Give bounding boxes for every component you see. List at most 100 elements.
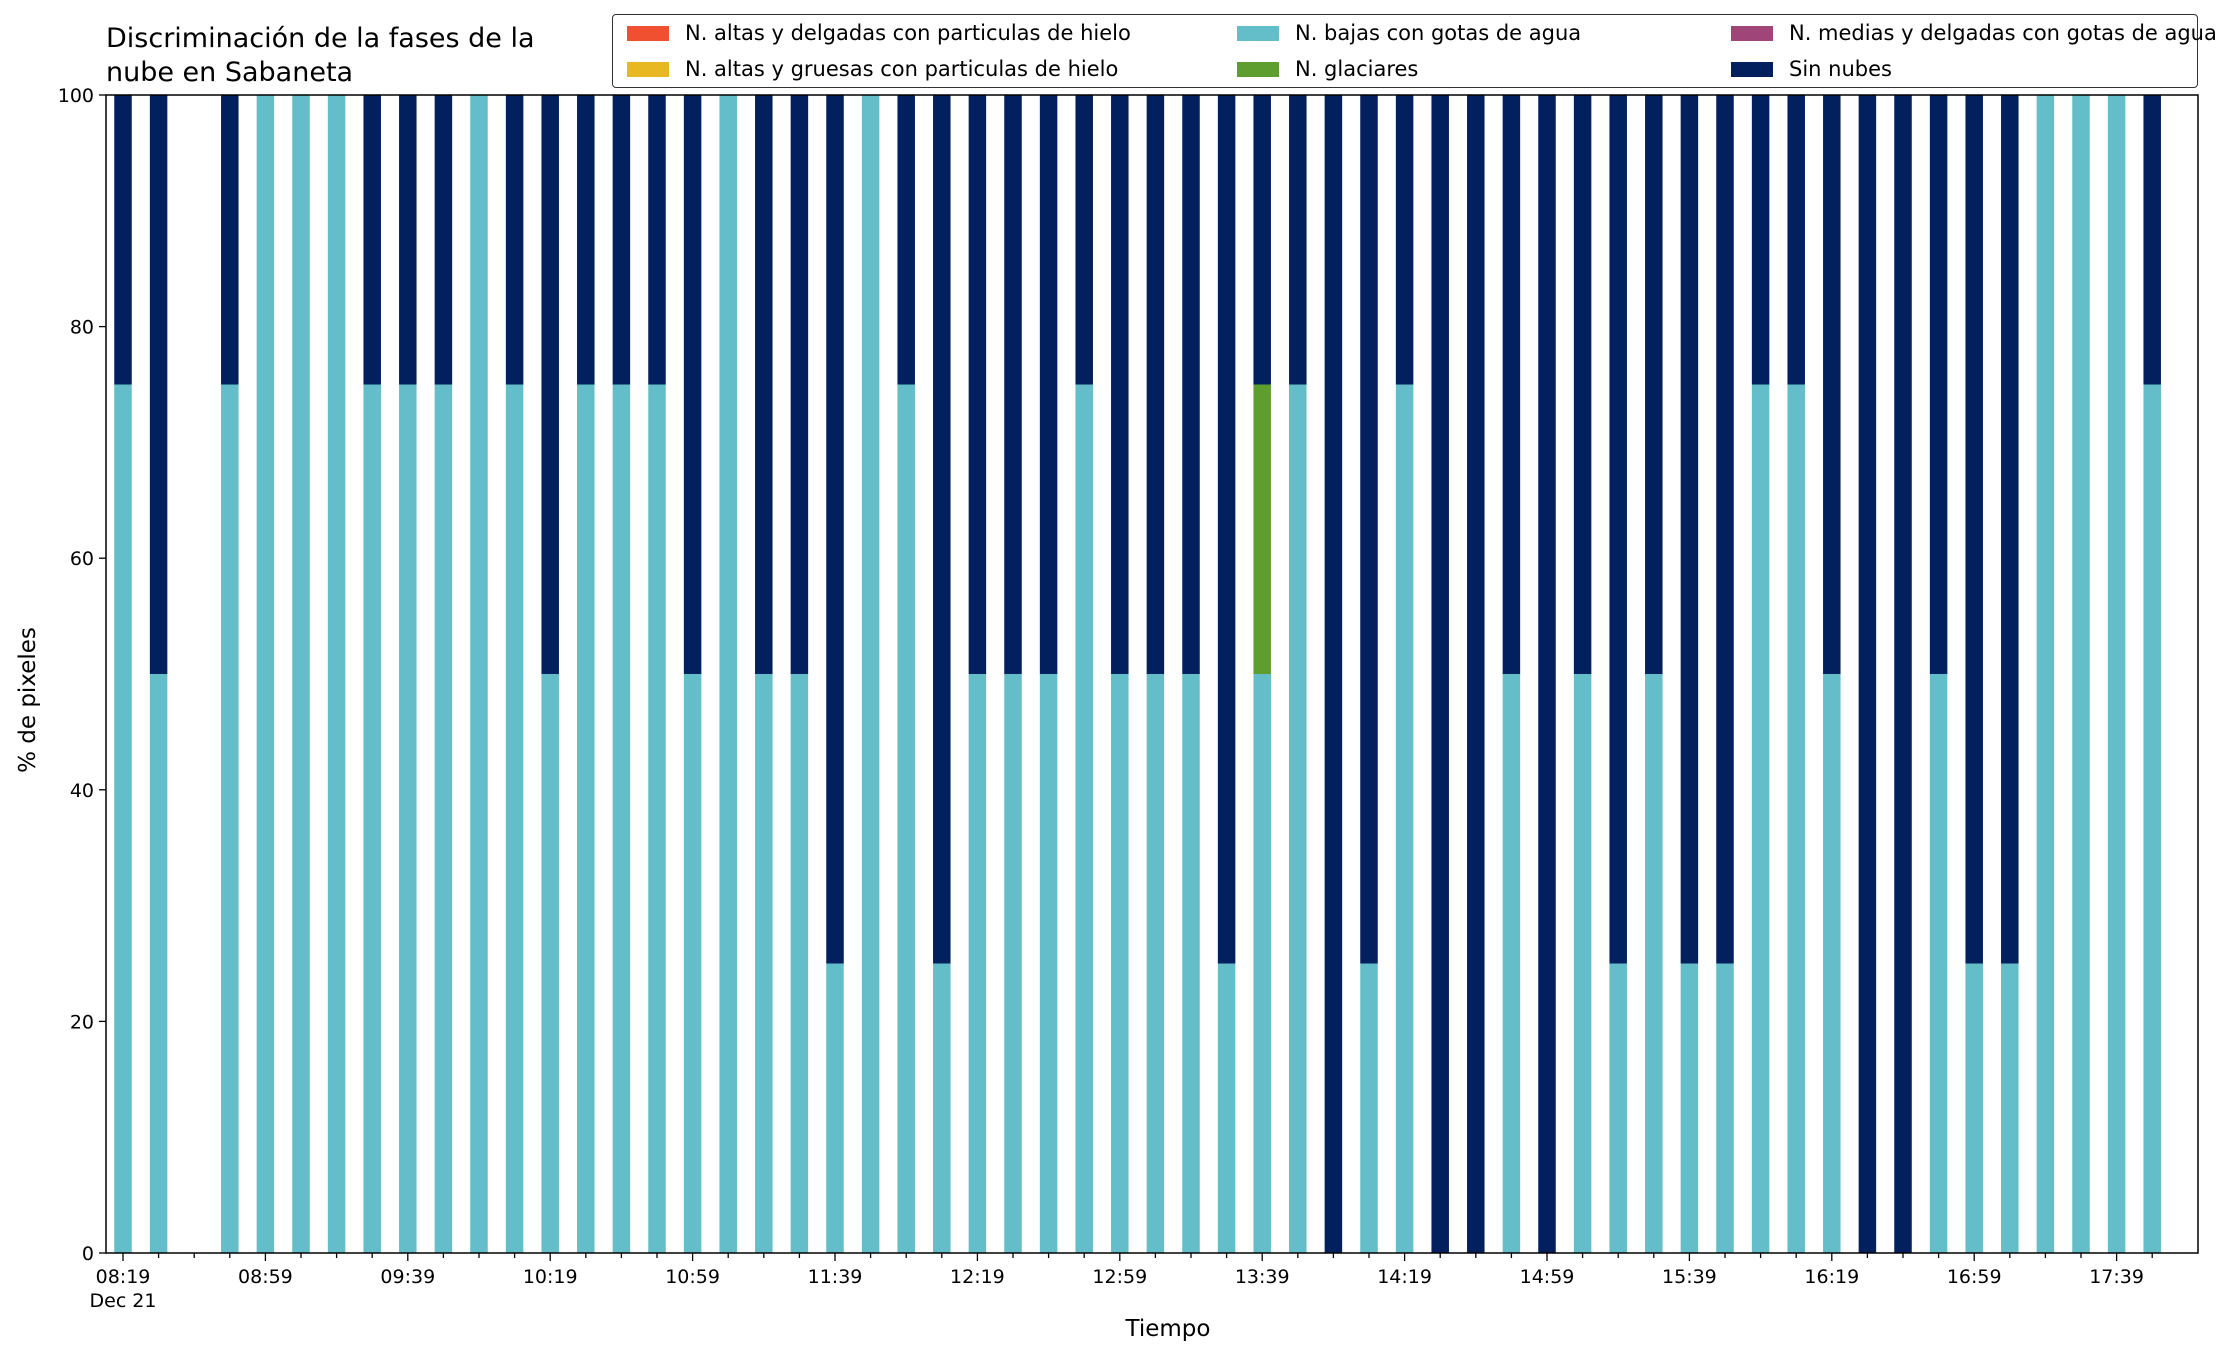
bar-segment: [434, 95, 453, 385]
legend-item-altas-delgadas: N. altas y delgadas con particulas de hi…: [627, 21, 1131, 45]
bar-segment: [1787, 384, 1805, 1253]
bar-segment: [1182, 95, 1200, 674]
bar-segment: [968, 95, 987, 674]
bar-segment: [434, 384, 453, 1253]
chart-title-line-2: nube en Sabaneta: [106, 57, 354, 88]
bar-segment: [1360, 963, 1378, 1253]
bar-segment: [1751, 384, 1770, 1253]
bar-segment: [1217, 95, 1236, 964]
x-tick-label: 17:39: [2089, 1266, 2144, 1288]
legend-item-medias-delgadas: N. medias y delgadas con gotas de agua: [1731, 21, 2216, 45]
chart-title: Discriminación de la fases de la nube en…: [106, 22, 535, 90]
bar-segment: [2143, 95, 2161, 385]
x-tick-sublabel: Dec 21: [90, 1290, 157, 1312]
bar-segment: [1929, 95, 1948, 674]
bar-segment: [1431, 95, 1449, 1253]
bar-segment: [755, 95, 773, 674]
plot-frame: [105, 94, 2199, 1254]
bar-segment: [755, 674, 773, 1253]
bar-segment: [1146, 95, 1165, 674]
bar-segment: [968, 674, 987, 1253]
legend-swatch: [1237, 61, 1279, 77]
bar-segment: [1111, 674, 1129, 1253]
bar-segment: [1502, 674, 1521, 1253]
bar-segment: [577, 95, 595, 385]
y-axis-label: % de pixeles: [15, 627, 41, 773]
y-tick-label: 40: [70, 780, 94, 802]
bar-segment: [2001, 963, 2019, 1253]
bar-segment: [719, 95, 737, 1253]
bar-segment: [541, 95, 559, 674]
bar-segment: [363, 384, 381, 1253]
x-tick-label: 11:39: [808, 1266, 863, 1288]
bar-segment: [648, 384, 666, 1253]
bar-segment: [1360, 95, 1378, 964]
bar-segment: [114, 384, 132, 1253]
bar-segment: [1609, 95, 1627, 964]
bar-segment: [1075, 384, 1093, 1253]
bar-segment: [1680, 963, 1699, 1253]
bar-segment: [505, 384, 524, 1253]
bar-segment: [1645, 674, 1663, 1253]
bar-segment: [1538, 95, 1556, 1253]
bar-segment: [790, 674, 809, 1253]
bar-segment: [470, 95, 488, 1253]
bar-segment: [399, 384, 417, 1253]
x-tick-label: 10:59: [665, 1266, 720, 1288]
bar-segment: [1253, 384, 1271, 674]
bar-segment: [826, 95, 844, 964]
x-tick-label: 09:39: [380, 1266, 435, 1288]
bar-segment: [933, 95, 951, 964]
bar-segment: [1716, 963, 1734, 1253]
bar-segment: [327, 95, 346, 1253]
bar-segment: [1182, 674, 1200, 1253]
x-tick-label: 16:19: [1804, 1266, 1859, 1288]
bar-segment: [1965, 95, 1983, 964]
bar-segment: [399, 95, 417, 385]
legend-swatch: [1731, 25, 1773, 41]
bar-segment: [1716, 95, 1734, 964]
bar-segment: [1289, 95, 1307, 385]
x-tick-label: 08:59: [238, 1266, 293, 1288]
x-tick-label: 12:59: [1092, 1266, 1147, 1288]
bar-segment: [1289, 384, 1307, 1253]
bar-segment: [2143, 384, 2161, 1253]
chart-title-line-1: Discriminación de la fases de la: [106, 23, 535, 54]
legend-swatch: [627, 61, 669, 77]
x-tick-label: 15:39: [1662, 1266, 1717, 1288]
bar-segment: [933, 963, 951, 1253]
x-tick-label: 13:39: [1235, 1266, 1290, 1288]
y-tick-label: 100: [58, 85, 94, 107]
bar-segment: [577, 384, 595, 1253]
bar-segment: [1217, 963, 1236, 1253]
bar-segment: [1680, 95, 1699, 964]
bar-segment: [1502, 95, 1521, 674]
bar-segment: [363, 95, 381, 385]
x-axis-label: Tiempo: [1125, 1316, 1211, 1342]
y-tick-label: 80: [70, 317, 94, 339]
chart-legend: N. altas y delgadas con particulas de hi…: [612, 14, 2216, 88]
legend-label: N. medias y delgadas con gotas de agua: [1789, 21, 2216, 45]
bar-segment: [1324, 95, 1343, 1253]
bar-segment: [2107, 95, 2126, 1253]
bar-segment: [2001, 95, 2019, 964]
legend-swatch: [1731, 61, 1773, 77]
bar-segment: [826, 963, 844, 1253]
legend-item-bajas-gotas: N. bajas con gotas de agua: [1237, 21, 1581, 45]
bar-segment: [648, 95, 666, 385]
legend-label: Sin nubes: [1789, 57, 1892, 81]
bar-segment: [221, 95, 239, 385]
bar-segment: [256, 95, 275, 1253]
bar-segment: [114, 95, 132, 385]
bar-segment: [1039, 674, 1058, 1253]
bar-segment: [897, 384, 915, 1253]
legend-swatch: [1237, 25, 1279, 41]
bar-segment: [1253, 95, 1271, 385]
legend-label: N. glaciares: [1295, 57, 1419, 81]
bar-segment: [612, 384, 631, 1253]
x-tick-label: 10:19: [523, 1266, 578, 1288]
bar-segment: [1573, 95, 1592, 674]
bar-segment: [1395, 384, 1414, 1253]
x-tick-label: 14:59: [1520, 1266, 1575, 1288]
